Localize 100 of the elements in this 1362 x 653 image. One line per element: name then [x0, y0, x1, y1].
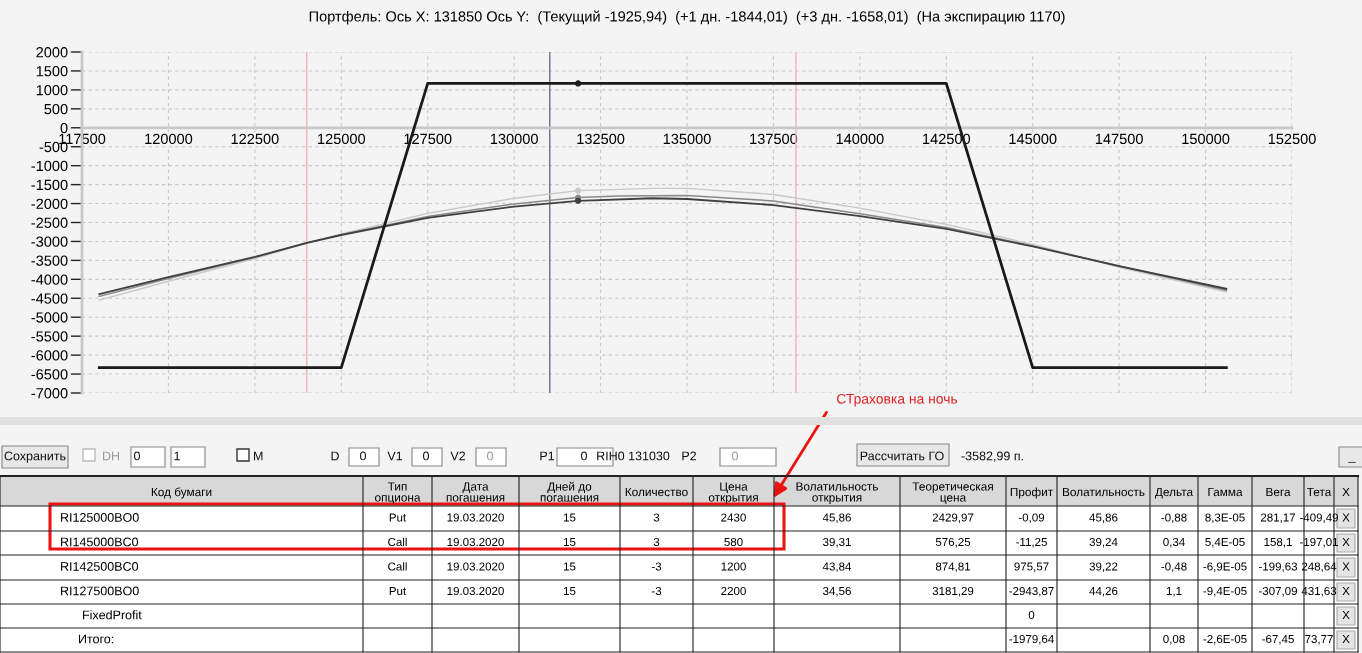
- text: СТраховка на ночь: [837, 393, 958, 407]
- text: DH: [103, 451, 120, 461]
- text: 45,86: [822, 513, 851, 523]
- y-tick-label: 1500: [36, 66, 68, 77]
- text: Итого:: [79, 634, 114, 644]
- y-tick-label: -2000: [31, 198, 68, 209]
- text: -197,01: [1299, 537, 1338, 548]
- category-label: Вега: [1266, 487, 1291, 497]
- text: RI127500BO0: [61, 586, 139, 596]
- text: 15: [563, 562, 576, 571]
- text: 0: [487, 451, 493, 461]
- text: -0,88: [1161, 513, 1187, 523]
- text: Put: [389, 513, 407, 522]
- text: X: [1342, 538, 1350, 546]
- category-label: Теоретическая цена: [912, 482, 993, 504]
- text: 15: [563, 538, 576, 547]
- text: P2: [682, 451, 697, 461]
- x-tick-label: 135000: [663, 133, 711, 145]
- text: 1: [174, 451, 180, 461]
- category-label: Цена открытия: [708, 482, 758, 505]
- y-tick-label: 2000: [36, 47, 68, 58]
- y-tick-label: -7000: [31, 388, 68, 399]
- text: 73,77: [1305, 634, 1333, 645]
- text: FixedProfit: [83, 610, 142, 620]
- text: -11,25: [1016, 537, 1047, 548]
- text: V1: [387, 451, 403, 461]
- text: RIH0 131030: [597, 451, 670, 461]
- text: -6,9E-05: [1203, 562, 1247, 572]
- text: RI145000BC0: [61, 537, 139, 547]
- y-tick-label: -6000: [31, 350, 68, 361]
- text: -0,48: [1161, 562, 1187, 572]
- text: -307,09: [1258, 586, 1297, 597]
- text: 0: [581, 451, 587, 461]
- text: 15: [563, 587, 576, 596]
- text: M: [254, 451, 263, 461]
- y-tick-label: -4500: [31, 293, 68, 304]
- text: Сохранить: [4, 451, 66, 463]
- category-label: Тип опциона: [375, 482, 421, 504]
- y-tick-label: -6500: [31, 369, 68, 380]
- y-tick-label: 0: [60, 122, 68, 134]
- x-tick-label: 137500: [750, 133, 798, 145]
- text: -2943,87: [1009, 586, 1054, 597]
- text: RI125000BO0: [61, 513, 139, 522]
- text: 43,84: [822, 562, 852, 572]
- chart-title: Портфель: Ось X: 131850 Ось Y: (Текущий -1925,94) (+1 дн. -1844,01) (+3 дн. -1658,01) (На экспирацию 1170): [309, 10, 1065, 25]
- text: 8,3E-05: [1205, 513, 1245, 523]
- x-tick-label: 147500: [1095, 133, 1143, 145]
- y-tick-label: 1000: [36, 84, 68, 96]
- text: 44,26: [1089, 586, 1118, 597]
- text: 45,86: [1089, 513, 1118, 523]
- x-tick-label: 130000: [490, 133, 538, 145]
- text: RI142500BC0: [61, 562, 139, 571]
- text: 39,22: [1089, 562, 1118, 572]
- category-label: Тета: [1306, 487, 1332, 497]
- text: X: [1342, 611, 1350, 619]
- text: 0: [423, 451, 429, 461]
- text: 975,57: [1014, 562, 1049, 572]
- text: -2,6E-05: [1203, 634, 1247, 645]
- x-tick-label: 150000: [1182, 133, 1230, 145]
- text: -409,49: [1299, 513, 1338, 523]
- text: 1,1: [1166, 587, 1182, 597]
- text: -67,45: [1262, 634, 1294, 645]
- text: 39,31: [823, 537, 851, 548]
- text: 0: [360, 451, 366, 461]
- text: 19.03.2020: [447, 586, 504, 596]
- category-label: Код бумаги: [151, 487, 212, 499]
- text: 874,81: [935, 562, 971, 572]
- text: Рассчитать ГО: [860, 451, 944, 461]
- text: -3: [651, 562, 662, 571]
- text: Call: [388, 537, 407, 547]
- y-tick-label: -3000: [31, 236, 68, 247]
- x-tick-label: 140000: [836, 133, 884, 145]
- y-tick-label: -2500: [31, 217, 68, 228]
- category-label: Дней до погашения: [540, 481, 599, 502]
- y-tick-label: -1500: [31, 179, 68, 191]
- category-label: Дельта: [1155, 487, 1194, 499]
- category-label: Дата погашения: [446, 482, 505, 502]
- y-tick-label: 500: [44, 103, 68, 115]
- text: V2: [450, 451, 466, 461]
- text: -1979,64: [1009, 634, 1054, 645]
- x-tick-label: 125000: [318, 133, 366, 145]
- text: 0: [134, 451, 140, 461]
- text: 5,4E-05: [1205, 537, 1245, 548]
- x-tick-label: 145000: [1009, 133, 1057, 145]
- text: _: [1348, 461, 1356, 463]
- y-tick-label: -5500: [31, 331, 68, 342]
- category-label: Волатильность открытия: [796, 482, 878, 505]
- text: 0,34: [1163, 537, 1185, 548]
- text: X: [1342, 513, 1350, 522]
- text: 0: [732, 451, 738, 461]
- category-label: Гамма: [1208, 487, 1243, 497]
- text: 1200: [721, 562, 746, 571]
- text: 576,25: [935, 537, 971, 548]
- text: 19.03.2020: [447, 513, 504, 522]
- text: 39,24: [1089, 537, 1118, 548]
- category-label: Волатильность: [1063, 487, 1145, 497]
- text: 0: [1028, 610, 1035, 620]
- text: 19.03.2020: [447, 562, 504, 571]
- y-tick-label: -5000: [31, 312, 68, 323]
- text: 3: [653, 537, 660, 547]
